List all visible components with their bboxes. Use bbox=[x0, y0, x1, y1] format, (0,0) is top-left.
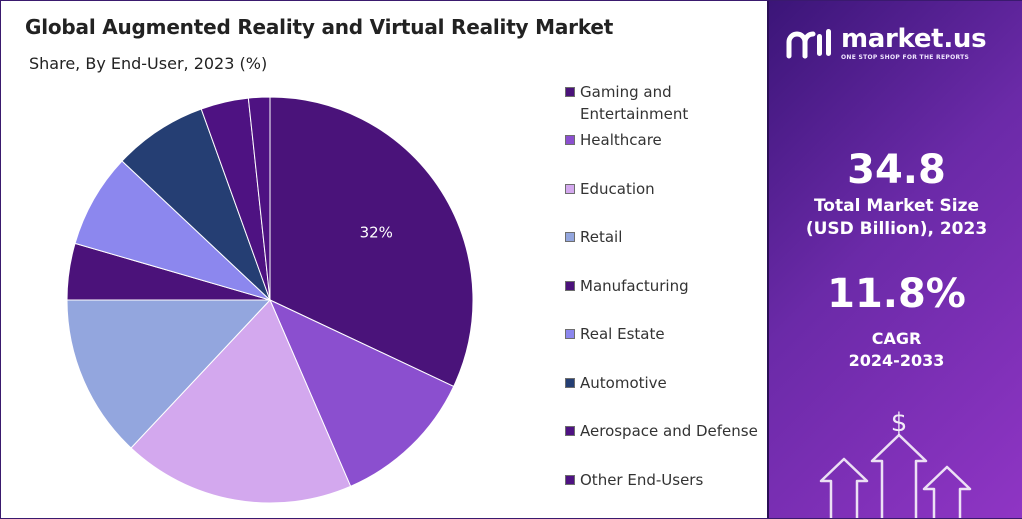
legend-label: Other End-Users bbox=[580, 471, 704, 489]
pie-slice-education bbox=[130, 299, 352, 504]
legend-swatch bbox=[565, 184, 575, 194]
legend-label: Automotive bbox=[580, 374, 667, 392]
legend-label: Gaming and Entertainment bbox=[580, 81, 688, 125]
legend-label: Education bbox=[580, 180, 655, 198]
legend-swatch bbox=[565, 232, 575, 242]
legend-label: Healthcare bbox=[580, 131, 662, 149]
chart-panel: Global Augmented Reality and Virtual Rea… bbox=[1, 1, 767, 518]
pie-data-label: 32% bbox=[360, 224, 393, 242]
brand: market.us ONE STOP SHOP FOR THE REPORTS bbox=[785, 24, 987, 61]
legend-label-line1: Gaming and bbox=[580, 83, 672, 101]
brand-tagline: ONE STOP SHOP FOR THE REPORTS bbox=[841, 54, 970, 61]
market-size-label-2: (USD Billion), 2023 bbox=[805, 219, 988, 239]
svg-text:$: $ bbox=[891, 408, 908, 438]
stats-panel: market.us ONE STOP SHOP FOR THE REPORTS … bbox=[767, 1, 1022, 518]
legend-label-line2: Entertainment bbox=[580, 105, 689, 123]
legend-swatch bbox=[565, 329, 575, 339]
pie-slice-gaming-and-entertainment bbox=[269, 96, 474, 388]
legend-item-healthcare: Healthcare bbox=[565, 129, 662, 151]
pie-slice-retail bbox=[66, 299, 272, 449]
legend-swatch bbox=[565, 475, 575, 485]
chart-subtitle: Share, By End-User, 2023 (%) bbox=[29, 54, 268, 73]
legend-item-education: Education bbox=[565, 178, 655, 200]
cagr-value: 11.8% bbox=[827, 271, 966, 317]
legend-item-aerospace: Aerospace and Defense bbox=[565, 420, 758, 442]
pie-slice-automotive bbox=[121, 108, 271, 301]
legend-item-manufacturing: Manufacturing bbox=[565, 275, 689, 297]
pie-slice-real-estate bbox=[74, 160, 271, 301]
legend-label: Aerospace and Defense bbox=[580, 422, 758, 440]
market-us-logo-icon bbox=[786, 29, 831, 59]
legend-item-retail: Retail bbox=[565, 226, 622, 248]
brand-name: market.us bbox=[841, 24, 987, 54]
cagr-period: 2024-2033 bbox=[848, 351, 945, 370]
cagr-label: CAGR bbox=[871, 329, 922, 348]
pie-slice-other-end-users bbox=[247, 96, 271, 301]
dollar-arrows-icon: $ bbox=[819, 408, 972, 518]
legend-item-other: Other End-Users bbox=[565, 469, 703, 491]
legend-label: Real Estate bbox=[580, 325, 665, 343]
legend-label: Manufacturing bbox=[580, 277, 689, 295]
chart-title: Global Augmented Reality and Virtual Rea… bbox=[25, 15, 614, 39]
legend-swatch bbox=[565, 378, 575, 388]
legend-swatch bbox=[565, 426, 575, 436]
legend-item-automotive: Automotive bbox=[565, 372, 667, 394]
pie-chart: 32% bbox=[66, 96, 474, 504]
legend-swatch bbox=[565, 281, 575, 291]
pie-slice-healthcare bbox=[269, 298, 455, 487]
legend-label: Retail bbox=[580, 228, 623, 246]
market-size-value: 34.8 bbox=[847, 147, 946, 193]
legend-item-gaming: Gaming and Entertainment bbox=[565, 81, 688, 125]
legend-swatch bbox=[565, 135, 575, 145]
legend-swatch bbox=[565, 87, 575, 97]
legend-item-real-estate: Real Estate bbox=[565, 323, 665, 345]
market-size-label-1: Total Market Size bbox=[813, 196, 980, 216]
